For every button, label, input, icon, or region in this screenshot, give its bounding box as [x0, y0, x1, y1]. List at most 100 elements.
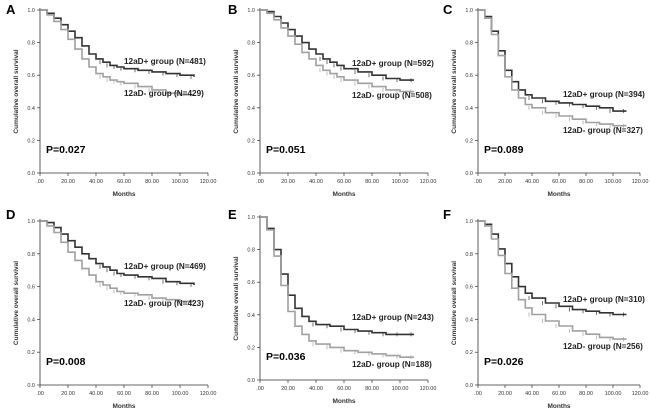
- x-tick-label: 80.00: [579, 391, 593, 397]
- x-axis-title: Months: [112, 191, 135, 198]
- y-tick-label: 0.4: [247, 313, 255, 319]
- y-tick-label: 1.0: [465, 219, 473, 225]
- x-tick-label: 40.00: [309, 386, 323, 392]
- x-axis-title: Months: [547, 191, 570, 198]
- curve-12ad-plus: [478, 9, 627, 112]
- panel-label: E: [228, 207, 237, 222]
- label-12ad-minus: 12aD- group (N=327): [563, 126, 643, 135]
- x-tick-label: 60.00: [337, 386, 351, 392]
- panel-label: B: [228, 2, 237, 17]
- x-tick-label: 60.00: [337, 179, 351, 185]
- curve-12ad-minus: [40, 9, 194, 96]
- x-tick-label: 20.00: [281, 179, 295, 185]
- x-tick-label: .00: [256, 179, 264, 185]
- x-tick-label: 120.00: [420, 179, 437, 185]
- y-tick-label: 0.8: [247, 248, 255, 254]
- y-tick-label: 0.0: [465, 171, 473, 177]
- x-tick-label: 20.00: [498, 179, 512, 185]
- y-tick-label: 0.2: [465, 350, 473, 356]
- x-tick-label: 60.00: [117, 391, 131, 397]
- y-tick-label: 0.0: [465, 383, 473, 389]
- x-tick-label: 120.00: [632, 179, 649, 185]
- panel-label: D: [6, 207, 15, 222]
- x-tick-label: 80.00: [145, 179, 159, 185]
- km-panel-d: D 0.0 0.2 0.4 0.6 0.8 1.0 .00 20.00 40.00 60.00 80.…: [6, 207, 216, 410]
- label-12ad-minus: 12aD- group (N=188): [352, 360, 432, 369]
- x-tick-label: 80.00: [365, 386, 379, 392]
- x-tick-label: 20.00: [498, 391, 512, 397]
- y-tick-label: 0.8: [247, 41, 255, 47]
- label-12ad-minus: 12aD- group (N=429): [124, 89, 204, 98]
- y-axis-title: Cumulative overall survival: [13, 261, 20, 345]
- y-tick-label: 1.0: [27, 219, 35, 225]
- curve-12ad-plus: [40, 9, 195, 77]
- label-12ad-minus: 12aD- group (N=508): [352, 91, 432, 100]
- y-tick-label: 0.6: [27, 73, 35, 79]
- y-tick-label: 0.0: [247, 378, 255, 384]
- curve-12ad-plus: [478, 220, 627, 316]
- x-tick-label: 80.00: [579, 179, 593, 185]
- label-12ad-plus: 12aD+ group (N=592): [352, 59, 434, 68]
- x-axis-title: Months: [332, 398, 355, 405]
- panel-label: F: [443, 207, 451, 222]
- curve-12ad-minus: [40, 220, 194, 303]
- x-tick-label: 100.00: [172, 179, 189, 185]
- y-tick-label: 1.0: [465, 8, 473, 14]
- x-tick-label: 80.00: [365, 179, 379, 185]
- y-tick-label: 0.0: [27, 171, 35, 177]
- y-tick-label: 0.4: [27, 317, 35, 323]
- y-tick-label: 0.6: [27, 285, 35, 291]
- y-tick-label: 0.2: [247, 345, 255, 351]
- x-tick-label: 60.00: [552, 391, 566, 397]
- x-tick-label: 40.00: [525, 179, 539, 185]
- panel-label: C: [443, 2, 453, 17]
- label-12ad-plus: 12aD+ group (N=469): [124, 262, 206, 271]
- p-value: P=0.051: [266, 144, 306, 156]
- x-tick-label: 80.00: [145, 391, 159, 397]
- curve-12ad-minus: [478, 220, 627, 340]
- km-panel-b: B 0.0 0.2 0.4 0.6 0.8 1.0 .00 20.00 40.00 60.00 80.…: [228, 2, 436, 198]
- km-panel-a: A 0.0 0.2 0.4 0.6 0.8 1.0 .00 20.00 40.00 60.00 80.…: [6, 2, 216, 198]
- x-tick-label: .00: [474, 391, 482, 397]
- label-12ad-plus: 12aD+ group (N=481): [124, 57, 206, 66]
- y-tick-label: 1.0: [247, 215, 255, 221]
- y-tick-label: 0.0: [27, 383, 35, 389]
- label-12ad-minus: 12aD- group (N=423): [124, 299, 204, 308]
- x-axis-title: Months: [547, 403, 570, 410]
- x-tick-label: .00: [36, 179, 44, 185]
- y-tick-label: 0.8: [465, 252, 473, 258]
- p-value: P=0.026: [484, 356, 524, 368]
- y-tick-label: 0.2: [247, 138, 255, 144]
- curve-12ad-plus: [260, 216, 414, 336]
- y-tick-label: 1.0: [247, 8, 255, 14]
- x-tick-label: 120.00: [200, 391, 217, 397]
- y-tick-label: 0.2: [27, 350, 35, 356]
- y-axis-title: Cumulative overall survival: [233, 256, 240, 340]
- y-tick-label: 0.4: [465, 106, 473, 112]
- y-tick-label: 0.2: [465, 138, 473, 144]
- x-tick-label: 120.00: [632, 391, 649, 397]
- y-axis-title: Cumulative overall survival: [13, 49, 20, 133]
- y-axis-title: Cumulative overall survival: [451, 49, 458, 133]
- y-tick-label: 0.6: [247, 280, 255, 286]
- y-tick-label: 0.8: [27, 41, 35, 47]
- km-panel-e: E 0.0 0.2 0.4 0.6 0.8 1.0 .00 20.00 40.00 60.00 80.…: [228, 207, 436, 405]
- curve-12ad-minus: [260, 9, 414, 93]
- label-12ad-plus: 12aD+ group (N=394): [563, 90, 645, 99]
- x-tick-label: 60.00: [117, 179, 131, 185]
- x-tick-label: 100.00: [392, 386, 409, 392]
- y-tick-label: 1.0: [27, 8, 35, 14]
- y-tick-label: 0.0: [247, 171, 255, 177]
- panel-label: A: [6, 2, 16, 17]
- x-tick-label: 100.00: [605, 179, 622, 185]
- x-tick-label: .00: [474, 179, 482, 185]
- x-tick-label: 20.00: [281, 386, 295, 392]
- x-tick-label: 60.00: [552, 179, 566, 185]
- curve-12ad-minus: [478, 9, 627, 127]
- p-value: P=0.036: [266, 351, 306, 363]
- curve-12ad-plus: [40, 220, 195, 285]
- x-axis-title: Months: [112, 403, 135, 410]
- x-tick-label: 40.00: [525, 391, 539, 397]
